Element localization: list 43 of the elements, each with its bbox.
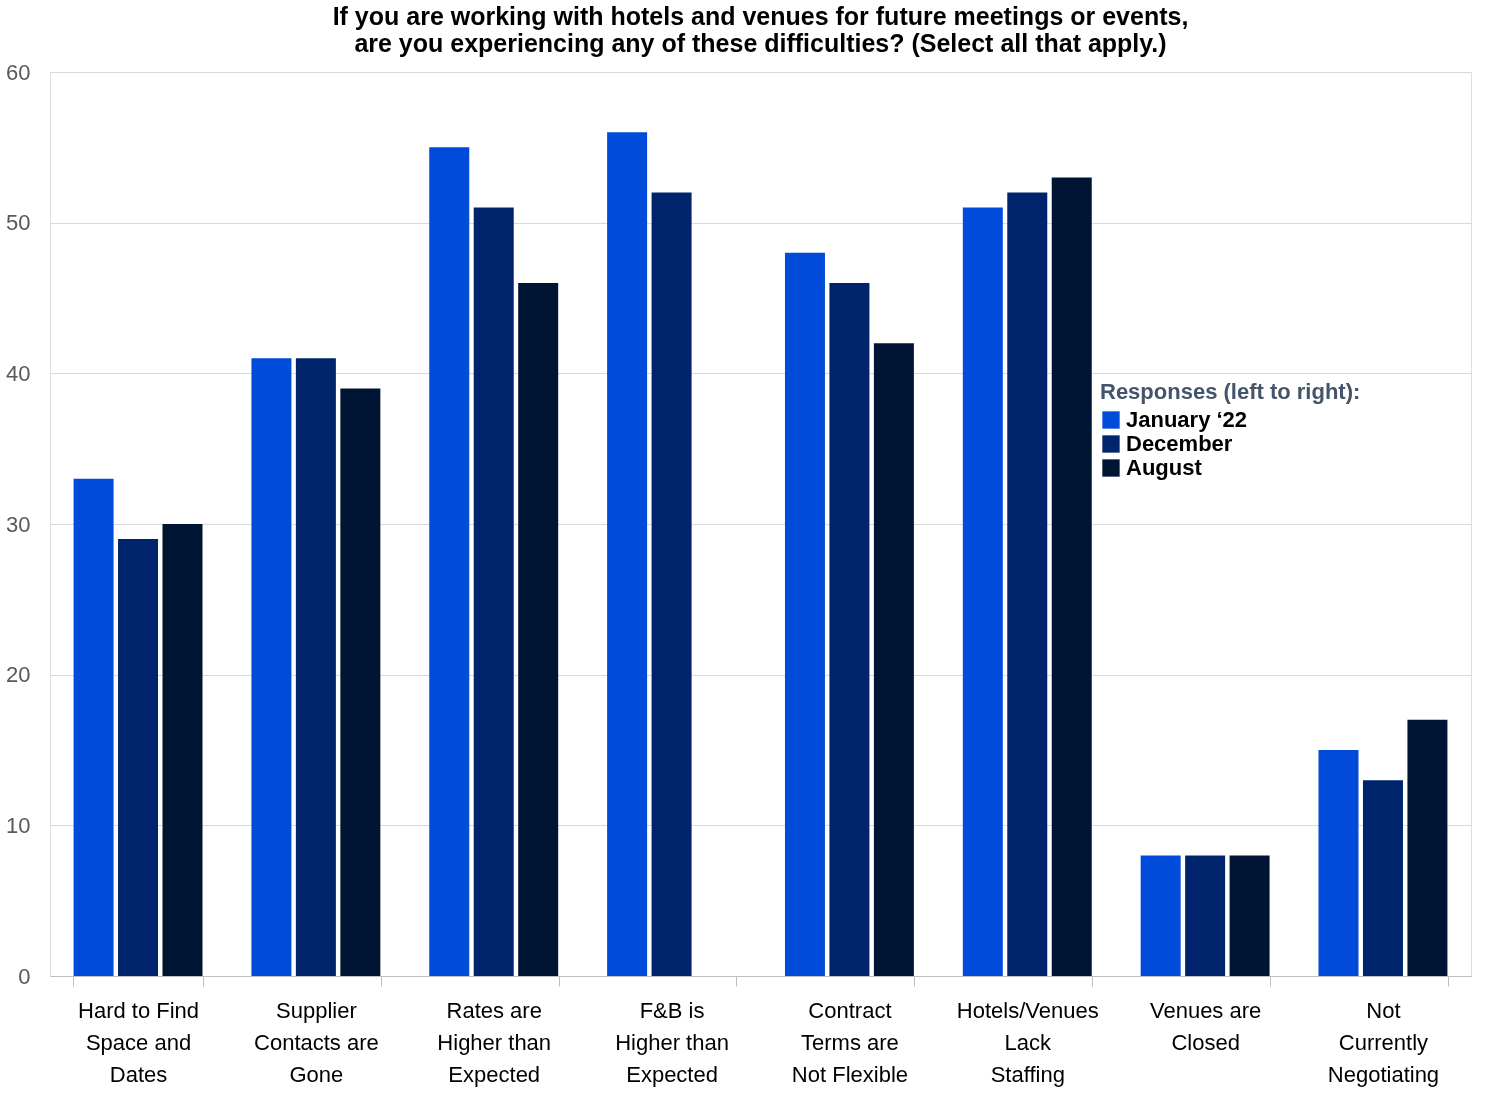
bar: [518, 282, 559, 976]
bar: [651, 192, 692, 976]
x-tick-label: Contract Terms are Not Flexible: [791, 997, 908, 1087]
bar: [429, 147, 470, 976]
bar: [1407, 719, 1448, 976]
y-tick-label: 30: [6, 511, 31, 537]
chart-title: If you are working with hotels and venues for future meetings or events, are you experiencing any of these difficulties? (Select all that apply.): [332, 2, 1189, 57]
legend-title: Responses (left to right):: [1100, 379, 1361, 404]
bar: [1229, 855, 1270, 976]
y-tick-label: 20: [6, 662, 31, 688]
x-tick-label: Supplier Contacts are Gone: [254, 997, 379, 1087]
bar: [1007, 192, 1048, 976]
bar: [251, 358, 292, 976]
bar: [873, 343, 914, 976]
y-tick-label: 0: [18, 963, 31, 989]
x-tick-label: Rates are Higher than Expected: [437, 997, 552, 1087]
bar: [1362, 780, 1403, 976]
bar: [829, 282, 870, 976]
bar: [295, 358, 336, 976]
bar: [1140, 855, 1181, 976]
y-tick-label: 50: [6, 210, 31, 236]
bar: [607, 132, 648, 976]
x-tick-label: Venues are Closed: [1149, 997, 1262, 1055]
bar: [784, 252, 825, 976]
legend-label: August: [1126, 455, 1203, 480]
y-tick-label: 60: [6, 59, 31, 85]
x-tick-label: Hotels/Venues Lack Staffing: [956, 997, 1099, 1087]
bar: [473, 207, 514, 976]
bar: [340, 388, 381, 976]
legend-label: December: [1126, 431, 1233, 456]
x-tick-label: Hard to Find Space and Dates: [78, 997, 200, 1087]
y-tick-label: 40: [6, 360, 31, 386]
bar: [1051, 177, 1092, 976]
legend-label: January ‘22: [1126, 407, 1248, 432]
y-tick-label: 10: [6, 812, 31, 838]
bar: [962, 207, 1003, 976]
bar: [1318, 750, 1359, 976]
bar: [1185, 855, 1226, 976]
x-tick-label: Not Currently Negotiating: [1327, 997, 1440, 1087]
bar: [118, 539, 159, 976]
bar: [162, 524, 203, 976]
bar: [73, 478, 114, 976]
x-tick-label: F&B is Higher than Expected: [615, 997, 729, 1087]
